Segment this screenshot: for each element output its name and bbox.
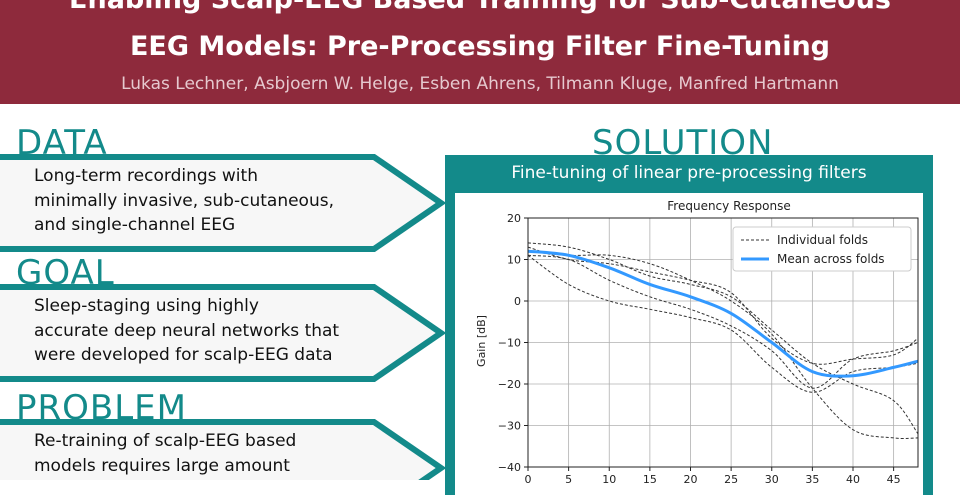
series-line-individual-fold-1: [527, 242, 919, 435]
x-tick-labels: 0 5 10 15 20 25 30 35 40 45: [525, 467, 901, 486]
series-line-mean-across-folds: [527, 249, 919, 378]
y-axis-label: Gain [dB]: [475, 315, 488, 367]
data-text-line-3: and single-channel EEG: [34, 215, 236, 235]
legend-label-individual-folds: Individual folds: [777, 233, 868, 247]
y-tick-label: 10: [507, 254, 521, 267]
problem-text-line-2: models requires large amount: [34, 455, 290, 476]
frequency-response-chart: Frequency Response Gain [dB] 20 10 0 −10 −20…: [475, 199, 919, 486]
goal-text-line-2: accurate deep neural networks that: [34, 320, 340, 341]
legend-label-mean: Mean across folds: [777, 252, 885, 266]
y-tick-label: −10: [498, 337, 521, 350]
problem-arrow-box: [0, 419, 447, 480]
chart-series: [527, 242, 919, 440]
y-tick-label: 20: [507, 212, 521, 225]
problem-text-line-1: Re-training of scalp-EEG based: [34, 431, 297, 451]
y-tick-label: −20: [498, 378, 521, 391]
goal-text-line-3: were developed for scalp-EEG data: [34, 345, 333, 365]
problem-section-text: Re-training of scalp-EEG based models re…: [34, 429, 296, 478]
series-line-individual-fold-2: [527, 250, 919, 440]
data-arrow-box: [0, 154, 447, 252]
goal-section-text: Sleep-staging using highly accurate deep…: [34, 294, 339, 368]
solution-panel-title: Fine-tuning of linear pre-processing fil…: [511, 163, 867, 183]
poster-title-line-2: EEG Models: Pre-Processing Filter Fine-T…: [129, 31, 831, 62]
data-text-line-1: Long-term recordings with: [34, 166, 258, 186]
poster-authors: Lukas Lechner, Asbjoern W. Helge, Esben …: [121, 74, 839, 94]
y-tick-labels: 20 10 0 −10 −20 −30 −40: [498, 212, 528, 474]
data-text-line-2: minimally invasive, sub-cutaneous,: [34, 190, 334, 211]
series-line-individual-fold-5: [527, 254, 919, 393]
chart-title: Frequency Response: [667, 199, 790, 213]
frequency-response-figure: Frequency Response Gain [dB] 20 10 0 −10 −20…: [455, 193, 923, 495]
y-tick-label: −40: [498, 461, 521, 474]
chart-legend: Individual folds Mean across folds: [732, 226, 912, 272]
y-tick-label: 0: [514, 295, 521, 308]
goal-text-line-1: Sleep-staging using highly: [34, 296, 259, 316]
data-section-text: Long-term recordings with minimally inva…: [34, 164, 334, 238]
poster-title-line-1: Enabling Scalp-EEG Based Training for Su…: [0, 0, 960, 17]
series-line-individual-fold-3: [527, 254, 919, 389]
solution-panel: Fine-tuning of linear pre-processing fil…: [445, 155, 933, 495]
goal-arrow-box: [0, 284, 447, 382]
y-tick-label: −30: [498, 420, 521, 433]
chart-axes-frame: [527, 217, 919, 468]
legend-box: [732, 226, 912, 272]
poster-header: Enabling Scalp-EEG Based Training for Su…: [0, 0, 960, 104]
